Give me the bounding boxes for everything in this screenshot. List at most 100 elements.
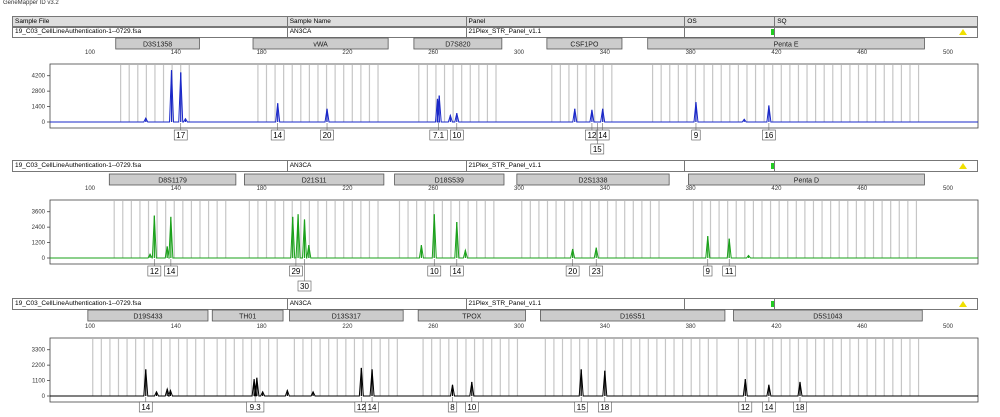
allele-label-box[interactable] [703, 265, 713, 277]
allele-label-box[interactable] [595, 129, 610, 141]
allele-call[interactable]: 11 [722, 259, 737, 277]
allele-call[interactable]: 18 [793, 397, 807, 413]
allele-call[interactable]: 12 [738, 397, 753, 413]
allele-label-box[interactable] [597, 401, 612, 413]
marker-tpox[interactable]: TPOX [417, 309, 526, 322]
marker-box[interactable] [108, 173, 237, 186]
allele-label-box[interactable] [429, 129, 448, 141]
marker-box[interactable] [540, 309, 726, 322]
allele-call[interactable]: 14 [762, 397, 776, 413]
allele-label-box[interactable] [574, 401, 589, 413]
marker-box[interactable] [211, 309, 284, 322]
allele-label-box[interactable] [138, 401, 153, 413]
plot-area[interactable] [49, 337, 979, 403]
allele-call[interactable]: 14 [365, 397, 379, 413]
plot-area[interactable] [49, 63, 979, 129]
marker-box[interactable] [87, 309, 209, 322]
marker-th01[interactable]: TH01 [211, 309, 284, 322]
marker-d8s1179[interactable]: D8S1179 [108, 173, 237, 186]
column-header-panel[interactable]: Panel [467, 17, 686, 27]
marker-box[interactable] [115, 37, 200, 50]
marker-d2s1338[interactable]: D2S1338 [516, 173, 670, 186]
allele-label-box[interactable] [449, 265, 464, 277]
marker-d19s433[interactable]: D19S433 [87, 309, 209, 322]
allele-call[interactable]: 9.3 [246, 397, 265, 413]
allele-label-box[interactable] [427, 265, 442, 277]
allele-label-box[interactable] [147, 265, 162, 277]
marker-d3s1358[interactable]: D3S1358 [115, 37, 200, 50]
allele-call[interactable]: 17 [173, 123, 188, 141]
allele-call[interactable]: 10 [465, 397, 479, 413]
allele-label-box[interactable] [465, 401, 479, 413]
allele-label-box[interactable] [447, 401, 458, 413]
allele-label-box[interactable] [762, 129, 776, 141]
allele-call[interactable]: 10 [427, 259, 442, 277]
allele-call[interactable]: 18 [597, 397, 612, 413]
marker-box[interactable] [647, 37, 925, 50]
allele-label-box[interactable] [246, 401, 265, 413]
marker-box[interactable] [252, 37, 389, 50]
column-header-sq[interactable]: SQ [775, 17, 978, 27]
marker-d18s539[interactable]: D18S539 [394, 173, 505, 186]
allele-label-box[interactable] [297, 280, 312, 292]
marker-d7s820[interactable]: D7S820 [413, 37, 503, 50]
sample-info-row-1[interactable]: 19_C03_CellLineAuthentication-1--0729.fs… [12, 26, 978, 38]
column-header-os[interactable]: OS [685, 17, 776, 27]
marker-vwa[interactable]: vWA [252, 37, 389, 50]
allele-call[interactable]: 14 [270, 123, 285, 141]
allele-call[interactable]: 20 [565, 259, 580, 277]
allele-call[interactable]: 7.1 [429, 123, 448, 141]
plot-area[interactable] [49, 199, 979, 265]
allele-label-box[interactable] [691, 129, 701, 141]
marker-box[interactable] [688, 173, 925, 186]
marker-box[interactable] [417, 309, 526, 322]
marker-box[interactable] [244, 173, 385, 186]
allele-label-box[interactable] [365, 401, 379, 413]
marker-d16s51[interactable]: D16S51 [540, 309, 726, 322]
allele-call[interactable]: 16 [762, 123, 776, 141]
allele-label-box[interactable] [589, 265, 604, 277]
allele-label-box[interactable] [449, 129, 464, 141]
marker-d5s1043[interactable]: D5S1043 [733, 309, 923, 322]
column-header-sample-file[interactable]: Sample File [12, 17, 288, 27]
allele-call[interactable]: 29 [289, 259, 303, 277]
allele-label-box[interactable] [289, 265, 303, 277]
allele-call[interactable]: 9 [703, 259, 713, 277]
allele-label-box[interactable] [590, 143, 605, 155]
allele-label-box[interactable] [793, 401, 807, 413]
marker-box[interactable] [289, 309, 404, 322]
marker-box[interactable] [516, 173, 670, 186]
marker-penta-d[interactable]: Penta D [688, 173, 925, 186]
allele-call[interactable]: 9 [691, 123, 701, 141]
allele-call[interactable]: 12 [147, 259, 162, 277]
column-header-sample-name[interactable]: Sample Name [288, 17, 467, 27]
marker-d21s11[interactable]: D21S11 [244, 173, 385, 186]
allele-call[interactable]: 15 [574, 397, 589, 413]
allele-label-box[interactable] [762, 401, 776, 413]
marker-penta-e[interactable]: Penta E [647, 37, 925, 50]
allele-call[interactable]: 20 [320, 123, 334, 141]
marker-box[interactable] [546, 37, 623, 50]
marker-box[interactable] [733, 309, 923, 322]
allele-label-box[interactable] [565, 265, 580, 277]
allele-call[interactable]: 15 [590, 123, 605, 155]
allele-label-box[interactable] [738, 401, 753, 413]
marker-box[interactable] [413, 37, 503, 50]
allele-call[interactable]: 14 [595, 123, 610, 141]
allele-call[interactable]: 14 [164, 259, 178, 277]
allele-call[interactable]: 8 [447, 397, 458, 413]
allele-call[interactable]: 30 [297, 259, 312, 292]
allele-label-box[interactable] [164, 265, 178, 277]
marker-d13s317[interactable]: D13S317 [289, 309, 404, 322]
marker-csf1po[interactable]: CSF1PO [546, 37, 623, 50]
sample-info-row-3[interactable]: 19_C03_CellLineAuthentication-1--0729.fs… [12, 298, 978, 310]
allele-call[interactable]: 14 [449, 259, 464, 277]
allele-call[interactable]: 10 [449, 123, 464, 141]
allele-label-box[interactable] [270, 129, 285, 141]
allele-call[interactable]: 23 [589, 259, 604, 277]
marker-box[interactable] [394, 173, 505, 186]
allele-label-box[interactable] [722, 265, 737, 277]
